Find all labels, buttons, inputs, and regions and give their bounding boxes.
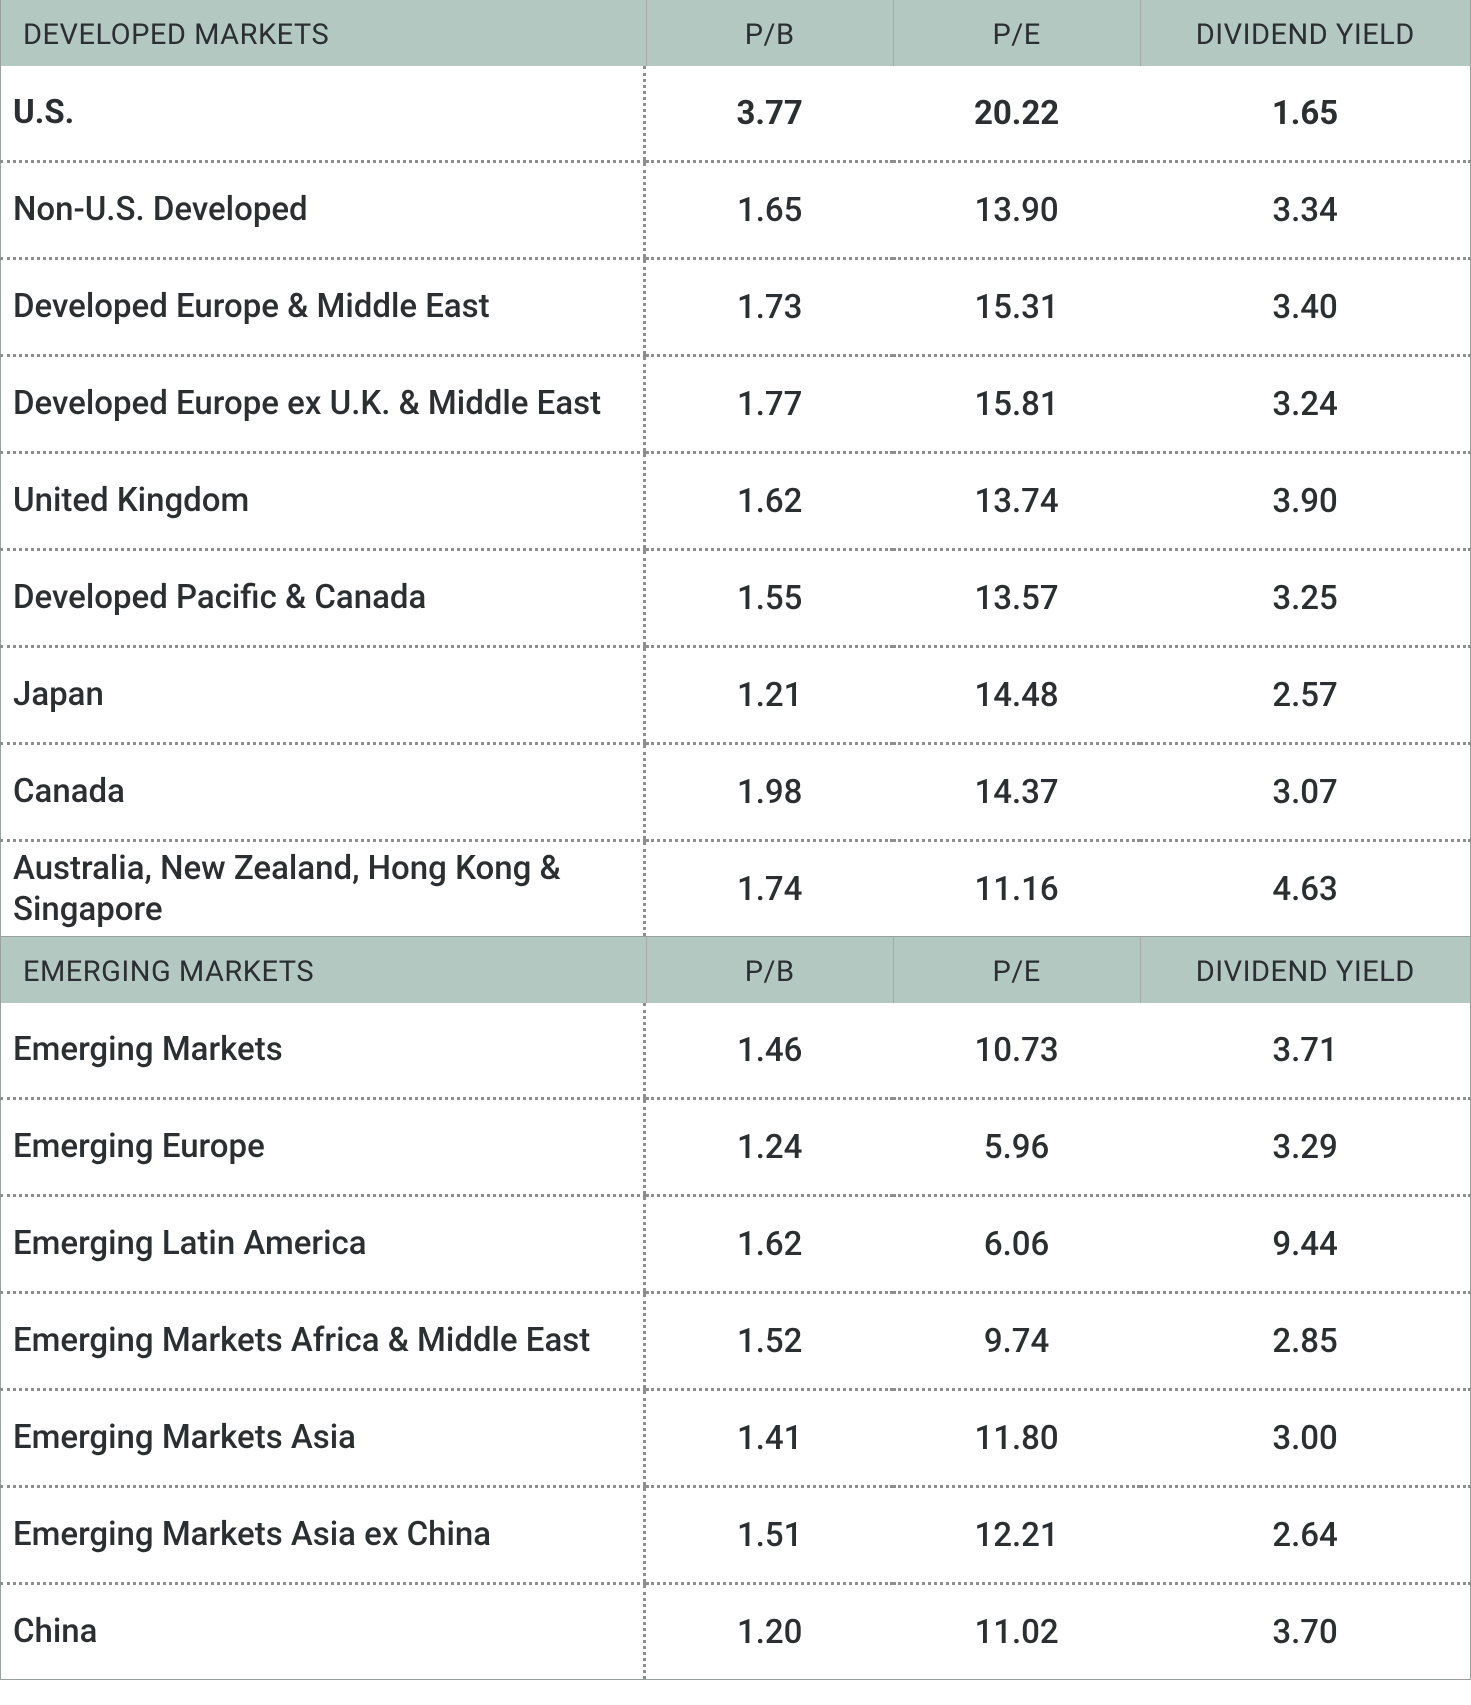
row-name: Emerging Markets Africa & Middle East [1,1293,647,1390]
cell-dy: 3.40 [1140,259,1470,356]
cell-dy: 2.57 [1140,647,1470,744]
cell-dy: 3.70 [1140,1584,1470,1680]
row-name: Australia, New Zealand, Hong Kong & Sing… [1,841,647,937]
col-header-pe: P/E [893,937,1140,1003]
cell-pb: 3.77 [646,66,893,162]
row-name: United Kingdom [1,453,647,550]
cell-pe: 15.31 [893,259,1140,356]
cell-pe: 11.16 [893,841,1140,937]
cell-pb: 1.62 [646,1196,893,1293]
table-row: Japan1.2114.482.57 [1,647,1471,744]
table-row: Emerging Markets Asia1.4111.803.00 [1,1390,1471,1487]
table-row: Canada1.9814.373.07 [1,744,1471,841]
row-name: Emerging Markets Asia ex China [1,1487,647,1584]
row-name: Emerging Markets [1,1003,647,1099]
row-name: Emerging Europe [1,1099,647,1196]
cell-dy: 3.71 [1140,1003,1470,1099]
col-header-pe: P/E [893,0,1140,66]
row-name: Emerging Markets Asia [1,1390,647,1487]
cell-pe: 9.74 [893,1293,1140,1390]
table-row: China1.2011.023.70 [1,1584,1471,1680]
cell-pb: 1.46 [646,1003,893,1099]
cell-pb: 1.41 [646,1390,893,1487]
cell-pb: 1.73 [646,259,893,356]
table-row: Developed Europe & Middle East1.7315.313… [1,259,1471,356]
valuation-tables: DEVELOPED MARKETSP/BP/EDIVIDEND YIELDU.S… [0,0,1471,1680]
cell-pe: 13.90 [893,162,1140,259]
cell-pe: 6.06 [893,1196,1140,1293]
col-header-pb: P/B [646,937,893,1003]
cell-pb: 1.20 [646,1584,893,1680]
section-header-row: EMERGING MARKETSP/BP/EDIVIDEND YIELD [1,937,1471,1003]
row-name: Developed Pacific & Canada [1,550,647,647]
cell-pe: 13.74 [893,453,1140,550]
table-row: Emerging Europe1.245.963.29 [1,1099,1471,1196]
cell-pb: 1.65 [646,162,893,259]
section-title: EMERGING MARKETS [1,937,647,1003]
cell-pe: 14.48 [893,647,1140,744]
table-row: Emerging Markets Africa & Middle East1.5… [1,1293,1471,1390]
section-title: DEVELOPED MARKETS [1,0,647,66]
table-row: Australia, New Zealand, Hong Kong & Sing… [1,841,1471,937]
cell-pb: 1.62 [646,453,893,550]
cell-pe: 11.80 [893,1390,1140,1487]
cell-dy: 4.63 [1140,841,1470,937]
cell-dy: 3.90 [1140,453,1470,550]
table-row: Emerging Latin America1.626.069.44 [1,1196,1471,1293]
table-row: Non-U.S. Developed1.6513.903.34 [1,162,1471,259]
row-name: Developed Europe ex U.K. & Middle East [1,356,647,453]
cell-pe: 5.96 [893,1099,1140,1196]
cell-pb: 1.21 [646,647,893,744]
cell-dy: 3.34 [1140,162,1470,259]
table-row: Developed Europe ex U.K. & Middle East1.… [1,356,1471,453]
cell-pe: 15.81 [893,356,1140,453]
cell-dy: 9.44 [1140,1196,1470,1293]
cell-pe: 13.57 [893,550,1140,647]
cell-pb: 1.74 [646,841,893,937]
cell-dy: 3.25 [1140,550,1470,647]
cell-pb: 1.52 [646,1293,893,1390]
cell-dy: 1.65 [1140,66,1470,162]
table-row: Emerging Markets1.4610.733.71 [1,1003,1471,1099]
row-name: Emerging Latin America [1,1196,647,1293]
table-row: Emerging Markets Asia ex China1.5112.212… [1,1487,1471,1584]
cell-pe: 20.22 [893,66,1140,162]
cell-pe: 10.73 [893,1003,1140,1099]
cell-pb: 1.24 [646,1099,893,1196]
cell-dy: 3.29 [1140,1099,1470,1196]
row-name: Canada [1,744,647,841]
cell-pb: 1.77 [646,356,893,453]
row-name: U.S. [1,66,647,162]
table-row: United Kingdom1.6213.743.90 [1,453,1471,550]
cell-pb: 1.98 [646,744,893,841]
cell-pb: 1.55 [646,550,893,647]
section-table: EMERGING MARKETSP/BP/EDIVIDEND YIELDEmer… [0,937,1471,1680]
col-header-pb: P/B [646,0,893,66]
section-header-row: DEVELOPED MARKETSP/BP/EDIVIDEND YIELD [1,0,1471,66]
cell-pe: 12.21 [893,1487,1140,1584]
row-name: China [1,1584,647,1680]
row-name: Developed Europe & Middle East [1,259,647,356]
cell-dy: 2.85 [1140,1293,1470,1390]
col-header-dy: DIVIDEND YIELD [1140,937,1470,1003]
cell-pe: 11.02 [893,1584,1140,1680]
table-row: U.S.3.7720.221.65 [1,66,1471,162]
cell-dy: 3.24 [1140,356,1470,453]
cell-pb: 1.51 [646,1487,893,1584]
col-header-dy: DIVIDEND YIELD [1140,0,1470,66]
cell-dy: 3.00 [1140,1390,1470,1487]
row-name: Japan [1,647,647,744]
row-name: Non-U.S. Developed [1,162,647,259]
cell-dy: 2.64 [1140,1487,1470,1584]
section-table: DEVELOPED MARKETSP/BP/EDIVIDEND YIELDU.S… [0,0,1471,937]
table-row: Developed Pacific & Canada1.5513.573.25 [1,550,1471,647]
cell-pe: 14.37 [893,744,1140,841]
cell-dy: 3.07 [1140,744,1470,841]
